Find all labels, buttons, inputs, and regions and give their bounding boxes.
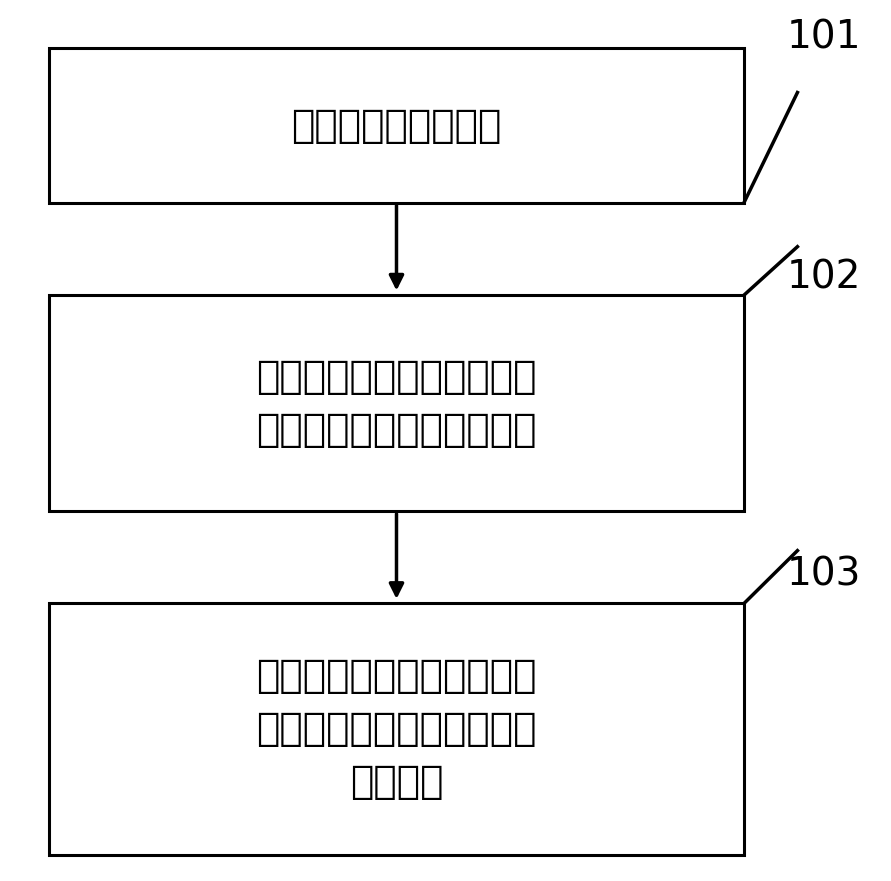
Text: 103: 103 — [787, 555, 862, 594]
Text: 根据校验信息和校验状态信
号，检测芯片是否受到激光
故障注入: 根据校验信息和校验状态信 号，检测芯片是否受到激光 故障注入 — [257, 657, 536, 801]
Text: 102: 102 — [787, 258, 862, 297]
Text: 获取芯片的配置信息: 获取芯片的配置信息 — [291, 107, 502, 144]
Bar — [49, 603, 744, 855]
Bar — [49, 295, 744, 511]
Bar — [49, 48, 744, 203]
Text: 生成与配置信息对应的校验
信息，并产生校验状态信号: 生成与配置信息对应的校验 信息，并产生校验状态信号 — [257, 358, 536, 448]
Text: 101: 101 — [787, 18, 862, 56]
